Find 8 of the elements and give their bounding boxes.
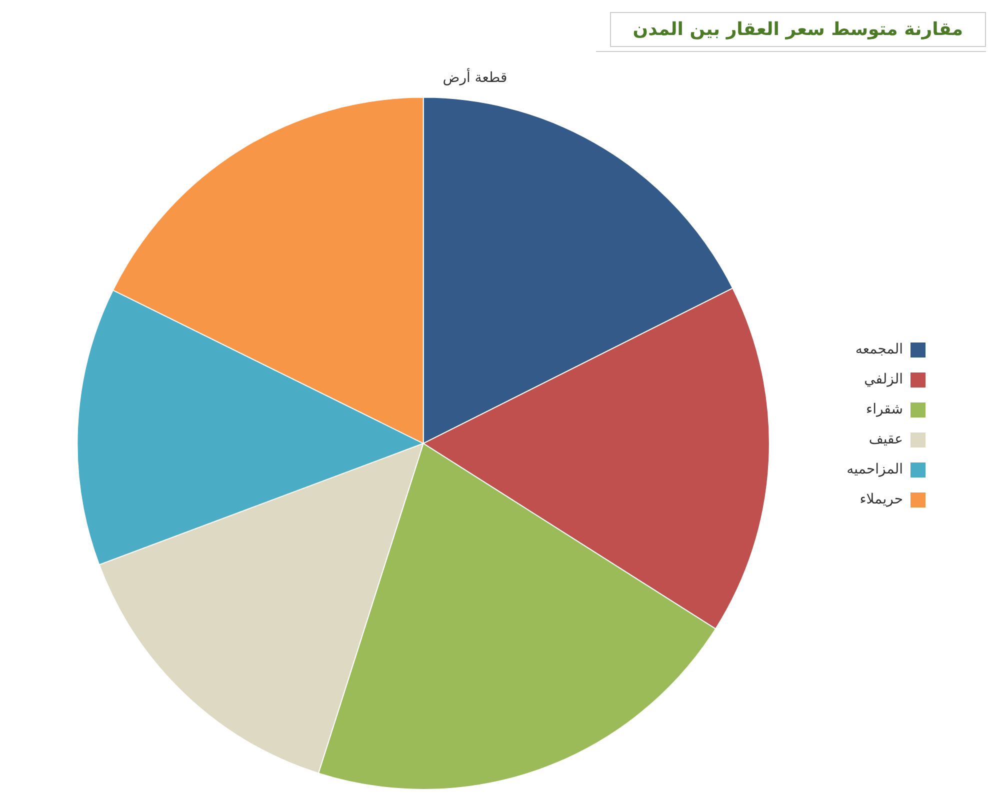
chart-title: مقارنة متوسط سعر العقار بين المدن [610,12,986,47]
legend-label: الزلفي [864,372,903,388]
legend-label: المجمعه [855,342,903,358]
chart-subtitle: قطعة أرض [442,68,508,86]
legend-label: عقيف [868,432,903,448]
legend-label: المزاحميه [846,462,903,478]
legend-label: شقراء [866,402,903,418]
legend-label: حريملاء [860,492,903,508]
